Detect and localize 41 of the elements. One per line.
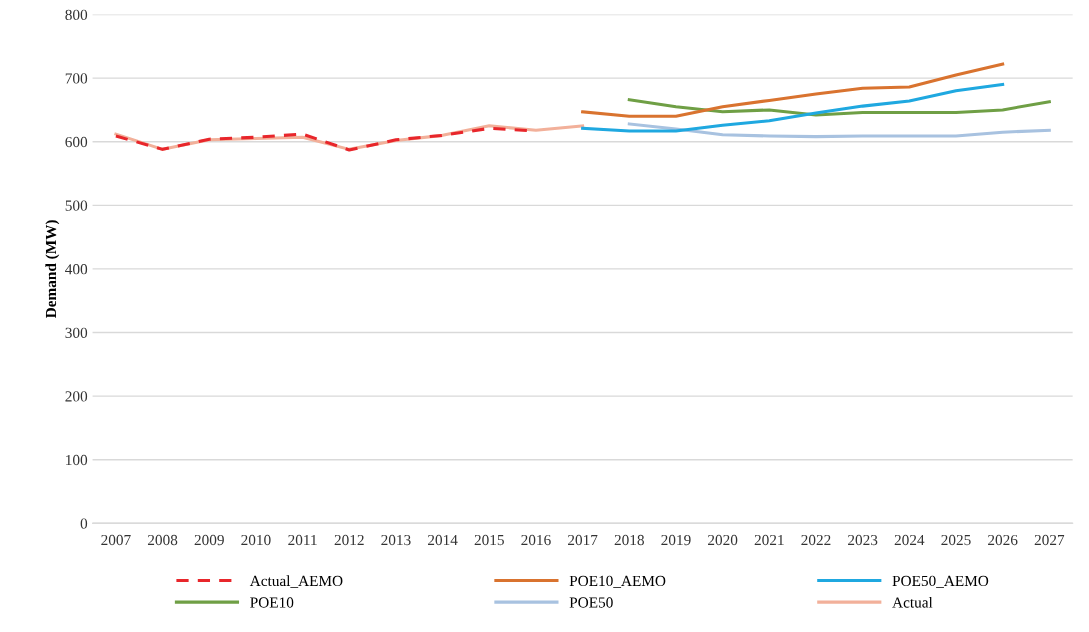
x-tick-label: 2026 xyxy=(988,534,1018,546)
x-tick-label: 2007 xyxy=(101,534,131,546)
line-series xyxy=(627,122,1051,139)
x-tick-label: 2011 xyxy=(288,534,317,546)
y-tick-label: 500 xyxy=(65,200,88,211)
legend-label: POE10_AEMO xyxy=(569,575,666,588)
legend-label: Actual xyxy=(892,596,933,608)
y-tick-label: 600 xyxy=(65,136,88,148)
y-tick-label: 700 xyxy=(65,73,88,84)
x-tick-label: 2012 xyxy=(334,534,364,546)
legend-label: Actual_AEMO xyxy=(249,575,343,588)
legend-label: POE50_AEMO xyxy=(892,575,989,588)
x-tick-label: 2018 xyxy=(614,534,644,546)
x-tick-label: 2013 xyxy=(381,534,411,546)
x-tick-label: 2021 xyxy=(754,534,784,546)
x-tick-label: 2022 xyxy=(801,534,831,546)
x-tick-label: 2024 xyxy=(894,534,925,546)
x-tick-label: 2015 xyxy=(474,534,504,546)
line-series xyxy=(627,98,1051,117)
line-series xyxy=(581,82,1005,133)
y-tick-label: 300 xyxy=(65,327,88,338)
y-axis-title: Demand (MW) xyxy=(45,220,60,319)
x-tick-label: 2016 xyxy=(521,534,551,546)
x-tick-label: 2025 xyxy=(941,534,971,546)
legend-label: POE10 xyxy=(250,597,294,608)
x-tick-label: 2017 xyxy=(568,534,598,546)
y-tick-label: 400 xyxy=(65,264,88,275)
x-tick-label: 2009 xyxy=(194,534,224,546)
x-tick-label: 2008 xyxy=(147,534,178,546)
x-tick-label: 2027 xyxy=(1034,534,1065,546)
x-tick-label: 2010 xyxy=(241,534,271,546)
x-tick-label: 2023 xyxy=(848,534,878,546)
y-tick-label: 100 xyxy=(66,454,88,466)
x-tick-label: 2019 xyxy=(661,534,691,546)
legend-label: POE50 xyxy=(569,597,613,608)
y-tick-label: 800 xyxy=(65,9,88,20)
line-series xyxy=(581,62,1005,118)
x-tick-label: 2014 xyxy=(427,534,458,546)
x-tick-label: 2020 xyxy=(708,534,738,546)
y-tick-label: 200 xyxy=(65,391,88,402)
y-tick-label: 0 xyxy=(80,518,88,529)
